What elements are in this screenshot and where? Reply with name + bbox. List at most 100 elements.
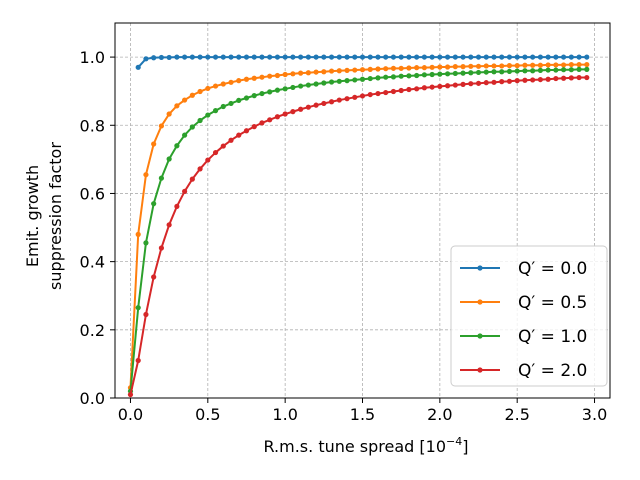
data-point xyxy=(267,117,272,122)
data-point xyxy=(267,54,272,59)
data-point xyxy=(267,74,272,79)
data-point xyxy=(344,68,349,73)
data-point xyxy=(515,68,520,73)
data-point xyxy=(546,54,551,59)
data-point xyxy=(561,76,566,81)
y-axis-label-line2: suppression factor xyxy=(46,142,65,290)
data-point xyxy=(213,83,218,88)
data-point xyxy=(569,75,574,80)
data-point xyxy=(267,89,272,94)
data-point xyxy=(406,87,411,92)
data-point xyxy=(205,54,210,59)
data-point xyxy=(143,56,148,61)
data-point xyxy=(476,81,481,86)
data-point xyxy=(352,67,357,72)
data-point xyxy=(584,67,589,72)
x-tick-label: 1.0 xyxy=(272,405,297,424)
data-point xyxy=(205,112,210,117)
data-point xyxy=(368,67,373,72)
data-point xyxy=(507,69,512,74)
data-point xyxy=(437,64,442,69)
data-point xyxy=(197,54,202,59)
data-point xyxy=(182,97,187,102)
data-point xyxy=(236,54,241,59)
data-point xyxy=(321,80,326,85)
data-point xyxy=(576,67,581,72)
legend-label: Q′ = 2.0 xyxy=(518,361,587,381)
data-point xyxy=(244,77,249,82)
data-point xyxy=(213,108,218,113)
data-point xyxy=(151,55,156,60)
y-tick-label: 1.0 xyxy=(80,48,105,67)
data-point xyxy=(399,66,404,71)
data-point xyxy=(321,69,326,74)
y-tick-label: 0.0 xyxy=(80,389,105,408)
x-tick-label: 1.5 xyxy=(350,405,375,424)
data-point xyxy=(197,166,202,171)
data-point xyxy=(190,54,195,59)
data-point xyxy=(530,68,535,73)
data-point xyxy=(391,89,396,94)
data-point xyxy=(553,62,558,67)
data-point xyxy=(159,55,164,60)
data-point xyxy=(430,84,435,89)
data-point xyxy=(499,63,504,68)
data-point xyxy=(383,66,388,71)
data-point xyxy=(584,75,589,80)
data-point xyxy=(213,54,218,59)
data-point xyxy=(313,69,318,74)
data-point xyxy=(414,65,419,70)
data-point xyxy=(352,54,357,59)
data-point xyxy=(259,54,264,59)
data-point xyxy=(375,75,380,80)
x-axis-label: R.m.s. tune spread [10−4] xyxy=(264,435,469,456)
data-point xyxy=(375,91,380,96)
data-point xyxy=(221,104,226,109)
data-point xyxy=(360,54,365,59)
data-point xyxy=(352,77,357,82)
data-point xyxy=(290,109,295,114)
data-point xyxy=(453,82,458,87)
data-point xyxy=(360,93,365,98)
data-point xyxy=(406,65,411,70)
legend-swatch-marker xyxy=(477,299,482,304)
data-point xyxy=(476,54,481,59)
data-point xyxy=(174,54,179,59)
y-tick-label: 0.6 xyxy=(80,184,105,203)
data-point xyxy=(244,128,249,133)
data-point xyxy=(329,79,334,84)
data-point xyxy=(298,71,303,76)
x-tick-label: 2.5 xyxy=(504,405,529,424)
data-point xyxy=(236,78,241,83)
legend-swatch-marker xyxy=(477,265,482,270)
data-point xyxy=(151,141,156,146)
data-point xyxy=(259,91,264,96)
data-point xyxy=(221,81,226,86)
data-point xyxy=(445,71,450,76)
data-point xyxy=(197,89,202,94)
data-point xyxy=(422,54,427,59)
data-point xyxy=(228,54,233,59)
data-point xyxy=(368,76,373,81)
data-point xyxy=(491,54,496,59)
data-point xyxy=(290,54,295,59)
data-point xyxy=(491,69,496,74)
data-point xyxy=(313,103,318,108)
data-point xyxy=(406,54,411,59)
data-point xyxy=(445,83,450,88)
data-point xyxy=(576,54,581,59)
y-tick-label: 0.2 xyxy=(80,321,105,340)
data-point xyxy=(468,54,473,59)
data-point xyxy=(221,143,226,148)
data-point xyxy=(275,88,280,93)
data-point xyxy=(283,54,288,59)
y-tick-label: 0.8 xyxy=(80,116,105,135)
data-point xyxy=(290,71,295,76)
data-point xyxy=(159,245,164,250)
data-point xyxy=(460,82,465,87)
data-point xyxy=(136,232,141,237)
data-point xyxy=(136,65,141,70)
data-point xyxy=(205,157,210,162)
legend-label: Q′ = 1.0 xyxy=(518,327,587,347)
data-point xyxy=(213,150,218,155)
